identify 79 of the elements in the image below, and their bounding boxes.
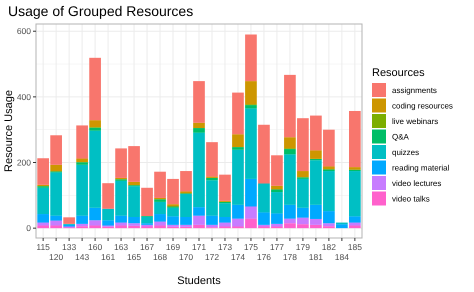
bar [63,217,75,224]
bar [193,216,205,225]
x-tick-label: 172 [204,252,220,262]
y-axis-title: Resource Usage [3,90,15,172]
bar [349,222,361,226]
chart-title: Usage of Grouped Resources [8,3,194,19]
bar [336,224,348,228]
x-tick-label: 174 [230,252,246,262]
bar [76,125,88,159]
x-tick-label: 173 [218,242,232,252]
bar [193,122,205,128]
bar [271,186,283,190]
bar [349,226,361,228]
bar [232,92,244,134]
bar [89,120,101,128]
x-tick-label: 178 [282,252,298,262]
x-tick-label: 120 [49,252,64,262]
x-tick-label: 168 [152,252,168,262]
bar [89,58,101,120]
bar [245,34,257,82]
bar [349,167,361,170]
legend-title: Resources [372,67,426,79]
x-tick-label: 167 [140,242,154,252]
x-tick-label: 177 [270,242,284,252]
bar [323,166,335,170]
bar [89,128,101,131]
x-tick-label: 115 [36,242,50,252]
x-tick-label: 169 [166,242,180,252]
y-tick-label: 200 [16,157,32,168]
bar [349,216,361,223]
bar [102,183,114,209]
x-tick-label: 161 [100,252,116,262]
legend-label: live webinars [392,116,438,126]
bar [128,182,140,186]
x-tick-label: 179 [296,242,310,252]
x-tick-label: 176 [256,252,272,262]
bar [297,171,309,178]
bar [349,171,361,216]
x-tick-label: 182 [322,242,336,252]
bar [232,134,244,148]
legend-label: video lectures [392,178,442,188]
bar [76,158,88,162]
legend-label: quizzes [392,148,420,157]
x-tick-label: 170 [178,252,194,262]
bar [193,207,205,216]
x-axis-title: Students [177,275,222,287]
x-tick-label: 181 [308,252,324,262]
bar [232,147,244,150]
x-tick-label: 163 [114,242,128,252]
bar [193,81,205,123]
x-tick-label: 185 [348,242,362,252]
y-tick-label: 400 [16,92,32,102]
bar [245,206,257,219]
legend-label: reading material [392,163,450,172]
bar [206,178,218,180]
x-tick-label: 160 [88,242,102,252]
bar [284,137,296,148]
x-tick-label: 133 [62,242,76,252]
x-tick-label: 175 [244,242,258,252]
legend-label: Q&A [392,132,410,142]
legend-label: assignments [392,86,437,95]
x-tick-label: 143 [75,252,90,262]
bar [271,189,283,192]
bar [193,128,205,133]
bar [245,81,257,104]
bar [76,162,88,165]
x-tick-label: 165 [126,252,142,262]
bar [349,110,361,168]
bar [50,164,62,172]
legend-label: video talks [392,194,430,204]
bar [154,199,166,202]
legend-label: coding resources [392,101,453,110]
bar [310,150,322,159]
bar [245,105,257,108]
y-tick-label: 0 [26,223,32,234]
y-tick-label: 600 [16,26,32,36]
x-tick-label: 171 [192,242,206,252]
bar [284,149,296,154]
x-tick-label: 184 [334,252,350,262]
